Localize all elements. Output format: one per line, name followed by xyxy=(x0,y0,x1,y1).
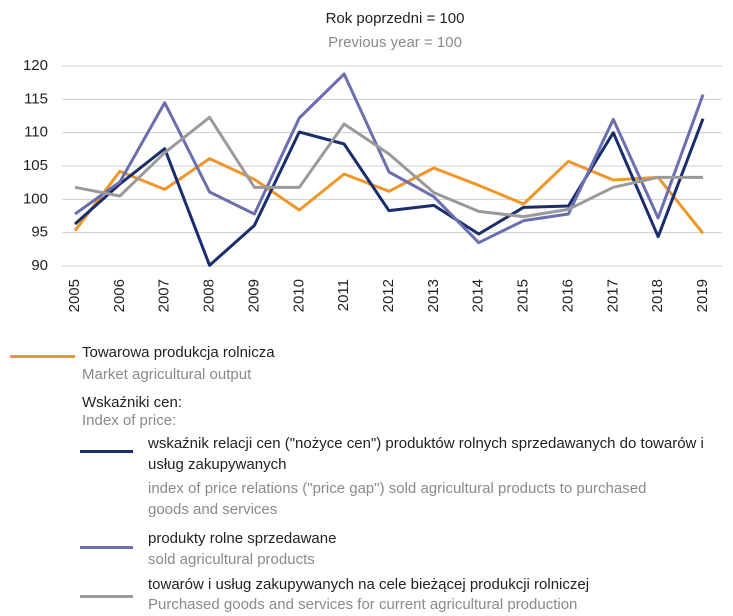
x-tick-label: 2017 xyxy=(604,279,621,312)
x-tick-label: 2008 xyxy=(201,279,218,312)
x-tick-label: 2006 xyxy=(111,279,128,312)
legend-label: wskaźnik relacji cen ("nożyce cen") prod… xyxy=(148,435,704,473)
chart-subtitle: Previous year = 100 xyxy=(328,34,462,51)
x-tick-label: 2016 xyxy=(559,279,576,312)
x-tick-label: 2019 xyxy=(694,279,711,312)
chart: Rok poprzedni = 100 Previous year = 100 … xyxy=(23,10,722,312)
x-tick-label: 2011 xyxy=(335,279,352,311)
legend-label-en: Purchased goods and services for current… xyxy=(148,596,578,613)
legend-heading-en: Index of price: xyxy=(82,412,177,429)
x-tick-label: 2007 xyxy=(156,279,173,312)
x-tick-label: 2013 xyxy=(425,279,442,312)
series-line xyxy=(74,72,705,245)
x-tick-label: 2010 xyxy=(290,279,307,312)
x-tick-label: 2005 xyxy=(66,279,83,312)
y-tick-label: 115 xyxy=(24,90,48,107)
legend-label: towarów i usług zakupywanych na cele bie… xyxy=(148,576,590,593)
legend-swatch xyxy=(80,595,133,598)
legend-swatch xyxy=(80,450,133,453)
x-tick-label: 2015 xyxy=(515,279,532,312)
legend-label-en: sold agricultural products xyxy=(148,551,315,568)
legend-label-en: index of price relations ("price gap") s… xyxy=(148,480,647,518)
y-tick-label: 120 xyxy=(23,57,48,74)
series-line xyxy=(74,115,703,219)
series-line xyxy=(74,118,705,267)
chart-title: Rok poprzedni = 100 xyxy=(326,10,465,27)
x-tick-label: 2018 xyxy=(649,279,666,312)
legend-heading: Wskaźniki cen: xyxy=(82,394,183,411)
y-tick-label: 110 xyxy=(24,124,48,141)
y-tick-label: 105 xyxy=(23,157,48,174)
x-tick-label: 2014 xyxy=(470,279,487,312)
legend-swatch xyxy=(80,546,133,549)
legend-swatch xyxy=(10,355,75,358)
legend-label: Towarowa produkcja rolnicza xyxy=(82,344,275,361)
y-tick-label: 100 xyxy=(23,190,48,207)
legend-label-en: Market agricultural output xyxy=(82,366,252,383)
x-tick-label: 2012 xyxy=(380,279,397,312)
series-line xyxy=(73,157,705,235)
x-tick-label: 2009 xyxy=(245,279,262,312)
y-tick-label: 90 xyxy=(31,257,48,274)
legend-label: produkty rolne sprzedawane xyxy=(148,530,337,547)
y-tick-label: 95 xyxy=(31,224,48,241)
